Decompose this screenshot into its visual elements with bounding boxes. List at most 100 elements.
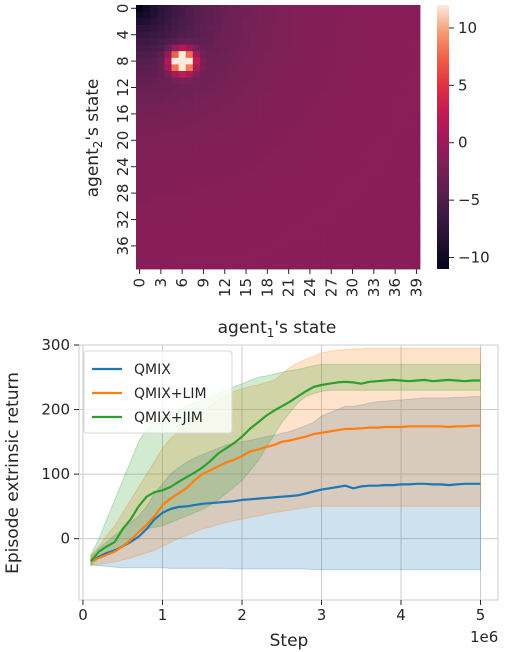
heatmap-cell (150, 117, 158, 125)
heatmap-cell (349, 130, 357, 138)
heatmap-cell (178, 216, 187, 224)
heatmap-cell (299, 196, 307, 204)
heatmap-cell (327, 150, 336, 158)
heatmap-y-tick-label: 24 (114, 157, 132, 176)
heatmap-cell (235, 176, 243, 184)
heatmap-cell (150, 104, 158, 111)
heatmap-cell (256, 18, 265, 26)
heatmap-cell (221, 90, 229, 98)
heatmap-cell (228, 44, 236, 52)
heatmap-cell (377, 24, 385, 32)
heatmap-cell (377, 196, 385, 204)
heatmap-cell (405, 117, 414, 125)
heatmap-cell (185, 156, 194, 164)
heatmap-cell (313, 71, 321, 78)
heatmap-cell (285, 11, 293, 19)
heatmap-cell (263, 222, 272, 230)
heatmap-cell (377, 5, 385, 12)
heatmap-cell (249, 222, 258, 230)
heatmap-cell (370, 71, 378, 78)
heatmap-cell (178, 11, 187, 19)
heatmap-cell (363, 97, 371, 105)
heatmap-cell (207, 143, 215, 151)
heatmap-cell (278, 189, 286, 197)
heatmap-cell (256, 196, 265, 204)
heatmap-cell (235, 71, 243, 78)
heatmap-cell (334, 97, 343, 105)
heatmap-cell (249, 255, 258, 263)
heatmap-cell (242, 196, 250, 204)
line-x-tick-label: 5 (476, 606, 486, 624)
heatmap-cell (356, 51, 364, 59)
heatmap-cell (292, 77, 300, 85)
heatmap-cell (377, 229, 385, 237)
heatmap-cell (185, 38, 194, 45)
heatmap-cell (299, 170, 307, 177)
heatmap-cell (313, 130, 321, 138)
heatmap-cell (299, 229, 307, 237)
heatmap-cell (136, 44, 144, 52)
heatmap-cell (278, 156, 286, 164)
heatmap-cell (412, 57, 421, 65)
heatmap-cell (150, 38, 158, 45)
heatmap-cell (228, 242, 236, 250)
heatmap-cell (327, 38, 336, 45)
heatmap-cell (242, 77, 250, 85)
heatmap-cell (263, 189, 272, 197)
heatmap-cell (192, 170, 201, 177)
heatmap-cell (228, 203, 236, 210)
heatmap-cell (299, 104, 307, 111)
heatmap-cell (278, 117, 286, 125)
heatmap-cell (391, 209, 400, 217)
heatmap-cell (377, 183, 385, 191)
heatmap-cell (235, 44, 243, 52)
heatmap-cell (306, 176, 314, 184)
heatmap-cell (270, 255, 279, 263)
heatmap-cell (313, 255, 321, 263)
heatmap-cell (171, 176, 179, 184)
heatmap-cell (384, 24, 392, 32)
heatmap-cell (278, 143, 286, 151)
heatmap-cell (143, 18, 151, 26)
heatmap-cell (356, 31, 364, 39)
heatmap-cell (256, 216, 265, 224)
heatmap-cell (150, 189, 158, 197)
heatmap-cell (292, 71, 300, 78)
heatmap-cell (398, 222, 407, 230)
heatmap-cell (285, 123, 293, 131)
heatmap-cell (263, 38, 272, 45)
heatmap-cell (285, 209, 293, 217)
heatmap-cell (320, 24, 329, 32)
heatmap-cell (306, 64, 314, 72)
heatmap-cell (136, 229, 144, 237)
heatmap-cell (320, 176, 329, 184)
heatmap-cell (207, 130, 215, 138)
heatmap-cell (341, 216, 350, 224)
heatmap-cell (292, 150, 300, 158)
heatmap-cell (256, 64, 265, 72)
heatmap-cell (249, 189, 258, 197)
heatmap-cell (349, 84, 357, 92)
heatmap-cell (249, 31, 258, 39)
heatmap-cell (242, 150, 250, 158)
heatmap-cell (391, 11, 400, 19)
heatmap-cell (143, 44, 151, 52)
heatmap-cell (412, 216, 421, 224)
heatmap-cell (242, 64, 250, 72)
heatmap-cell (178, 84, 187, 92)
heatmap-cell (391, 255, 400, 263)
heatmap-cell (171, 222, 179, 230)
heatmap-cell (320, 236, 329, 243)
heatmap-cell (306, 236, 314, 243)
heatmap-cell (157, 196, 165, 204)
heatmap-cell (356, 84, 364, 92)
heatmap-cell (341, 222, 350, 230)
heatmap-cell (405, 97, 414, 105)
heatmap-cell (242, 236, 250, 243)
heatmap-cell (349, 203, 357, 210)
heatmap-cell (150, 97, 158, 105)
line-x-offset-label: 1e6 (470, 628, 498, 646)
heatmap-cell (199, 110, 208, 118)
heatmap-cell (143, 57, 151, 65)
